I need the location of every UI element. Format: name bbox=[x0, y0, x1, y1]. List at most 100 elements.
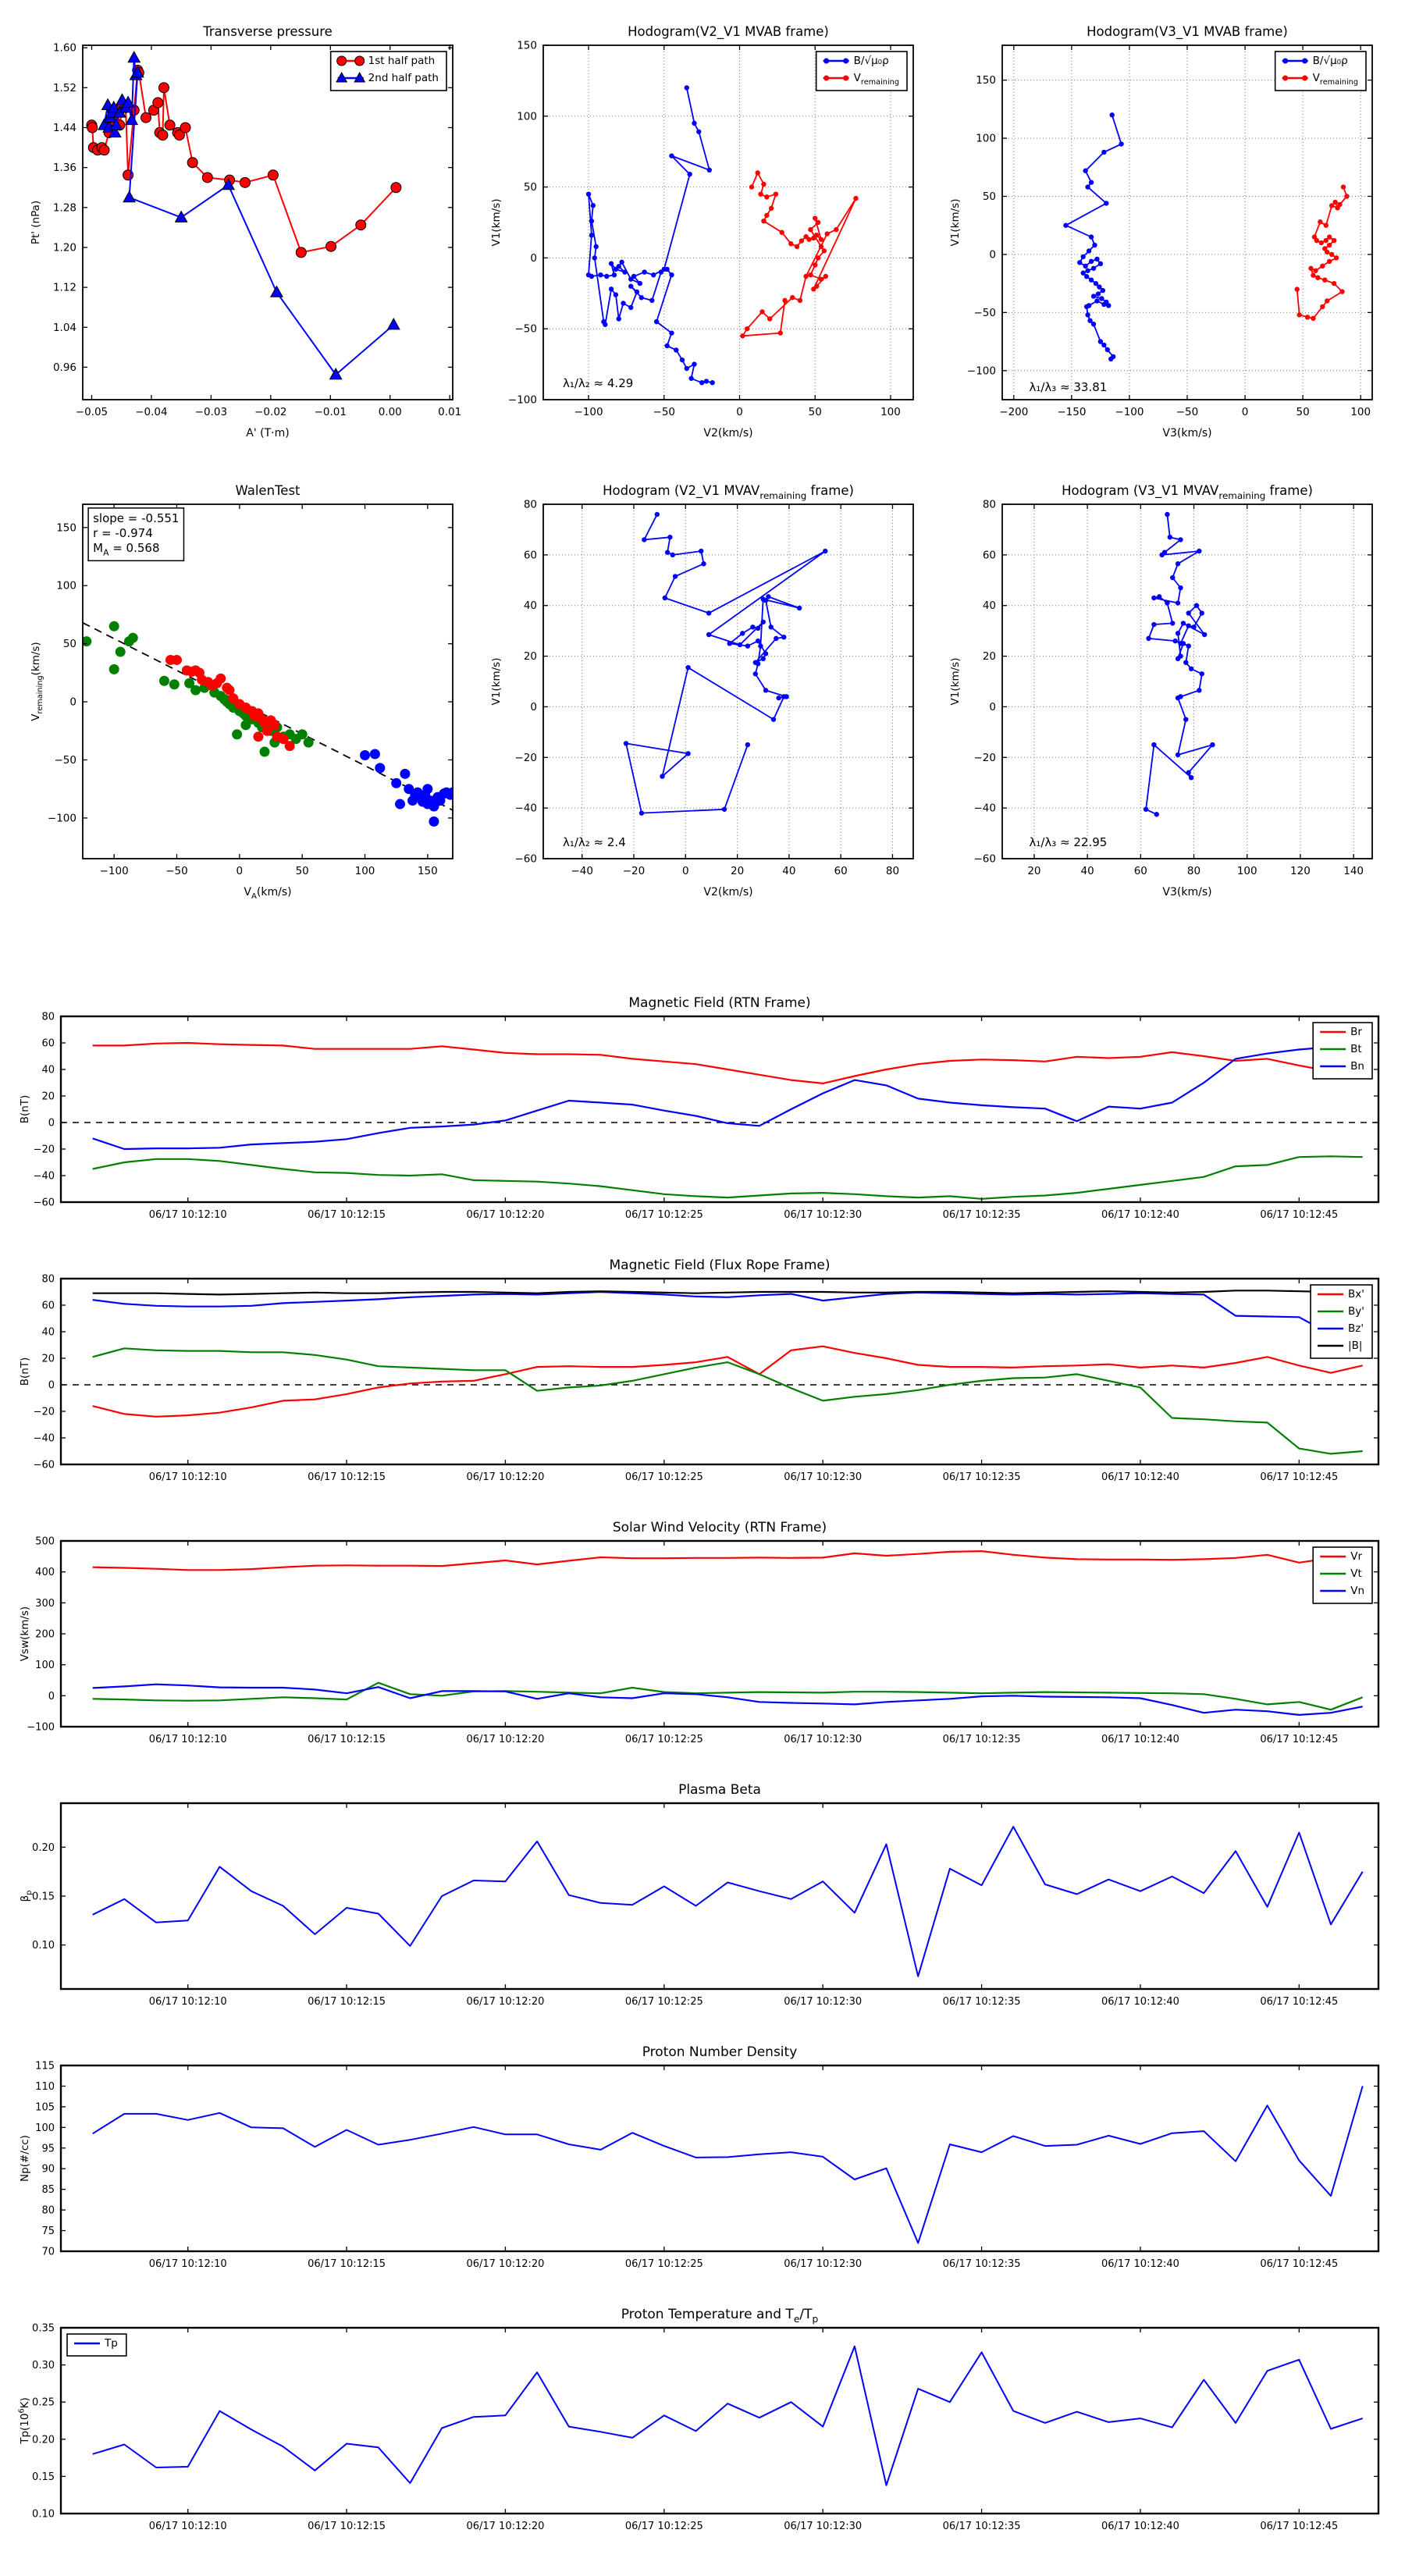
svg-text:06/17 10:12:35: 06/17 10:12:35 bbox=[943, 1996, 1021, 2008]
svg-text:40: 40 bbox=[1081, 865, 1094, 877]
svg-text:1.20: 1.20 bbox=[53, 241, 76, 254]
svg-text:06/17 10:12:40: 06/17 10:12:40 bbox=[1101, 1471, 1179, 1483]
svg-text:Vsw(km/s): Vsw(km/s) bbox=[19, 1606, 31, 1661]
svg-text:100: 100 bbox=[355, 865, 375, 877]
svg-text:140: 140 bbox=[1343, 865, 1364, 877]
svg-text:−50: −50 bbox=[653, 406, 676, 418]
svg-text:VA(km/s): VA(km/s) bbox=[244, 886, 291, 901]
svg-text:20: 20 bbox=[41, 1091, 55, 1103]
svg-text:−100: −100 bbox=[27, 1722, 55, 1734]
svg-text:300: 300 bbox=[35, 1598, 55, 1610]
svg-text:−40: −40 bbox=[571, 865, 593, 877]
svg-text:λ₁/λ₂ ≈ 4.29: λ₁/λ₂ ≈ 4.29 bbox=[563, 376, 633, 390]
chart-magnetic-field-rtn: 06/17 10:12:10 06/17 10:12:15 06/17 10:12:… bbox=[16, 993, 1391, 1236]
svg-text:Transverse pressure: Transverse pressure bbox=[202, 24, 333, 39]
svg-text:100: 100 bbox=[35, 2122, 55, 2134]
svg-text:80: 80 bbox=[1187, 865, 1200, 877]
svg-text:2nd half path: 2nd half path bbox=[368, 72, 439, 84]
svg-text:06/17 10:12:30: 06/17 10:12:30 bbox=[784, 2521, 862, 2532]
svg-text:06/17 10:12:15: 06/17 10:12:15 bbox=[308, 1471, 386, 1483]
chart-proton-number-density: 06/17 10:12:10 06/17 10:12:15 06/17 10:12:… bbox=[16, 2042, 1391, 2286]
svg-text:Np(#/cc): Np(#/cc) bbox=[19, 2135, 31, 2182]
svg-text:−60: −60 bbox=[974, 853, 997, 866]
svg-text:−50: −50 bbox=[165, 865, 188, 877]
svg-text:−200: −200 bbox=[999, 406, 1028, 418]
svg-text:−40: −40 bbox=[974, 802, 997, 815]
svg-text:0: 0 bbox=[736, 406, 743, 418]
svg-text:105: 105 bbox=[35, 2101, 55, 2113]
svg-text:−0.04: −0.04 bbox=[135, 406, 167, 418]
svg-text:06/17 10:12:35: 06/17 10:12:35 bbox=[943, 2258, 1021, 2270]
svg-text:0: 0 bbox=[989, 248, 996, 261]
svg-text:20: 20 bbox=[1027, 865, 1040, 877]
svg-text:V1(km/s): V1(km/s) bbox=[949, 658, 962, 706]
svg-text:−100: −100 bbox=[574, 406, 603, 418]
svg-text:06/17 10:12:30: 06/17 10:12:30 bbox=[784, 1996, 862, 2008]
svg-text:50: 50 bbox=[63, 638, 76, 650]
svg-text:06/17 10:12:15: 06/17 10:12:15 bbox=[308, 1209, 386, 1221]
svg-text:Bt: Bt bbox=[1350, 1043, 1362, 1055]
svg-text:40: 40 bbox=[41, 1065, 55, 1076]
svg-text:0.15: 0.15 bbox=[32, 1891, 55, 1903]
svg-text:50: 50 bbox=[983, 190, 996, 203]
svg-text:20: 20 bbox=[524, 650, 537, 663]
svg-text:Hodogram(V2_V1 MVAB frame): Hodogram(V2_V1 MVAB frame) bbox=[628, 24, 829, 40]
svg-text:0: 0 bbox=[682, 865, 689, 877]
svg-text:95: 95 bbox=[41, 2143, 55, 2154]
svg-text:06/17 10:12:45: 06/17 10:12:45 bbox=[1260, 2521, 1338, 2532]
svg-text:Hodogram(V3_V1 MVAB frame): Hodogram(V3_V1 MVAB frame) bbox=[1087, 24, 1288, 40]
svg-text:1.04: 1.04 bbox=[53, 322, 76, 334]
svg-text:−0.01: −0.01 bbox=[315, 406, 347, 418]
svg-text:0.30: 0.30 bbox=[32, 2360, 55, 2371]
svg-text:B/√μ₀ρ: B/√μ₀ρ bbox=[854, 55, 889, 67]
svg-text:06/17 10:12:25: 06/17 10:12:25 bbox=[625, 1996, 703, 2008]
svg-text:−150: −150 bbox=[1057, 406, 1086, 418]
svg-text:−100: −100 bbox=[967, 365, 996, 377]
svg-text:1.36: 1.36 bbox=[53, 162, 76, 174]
svg-text:06/17 10:12:25: 06/17 10:12:25 bbox=[625, 2521, 703, 2532]
svg-text:06/17 10:12:15: 06/17 10:12:15 bbox=[308, 2258, 386, 2270]
chart-proton-temperature: 06/17 10:12:10 06/17 10:12:15 06/17 10:12:… bbox=[16, 2304, 1391, 2548]
svg-text:400: 400 bbox=[35, 1567, 55, 1578]
svg-text:06/17 10:12:15: 06/17 10:12:15 bbox=[308, 1734, 386, 1745]
svg-text:06/17 10:12:15: 06/17 10:12:15 bbox=[308, 2521, 386, 2532]
svg-text:Tp(106K): Tp(106K) bbox=[17, 2397, 31, 2445]
svg-text:06/17 10:12:15: 06/17 10:12:15 bbox=[308, 1996, 386, 2008]
svg-text:110: 110 bbox=[35, 2081, 55, 2093]
svg-text:Proton Temperature and Te/Tp: Proton Temperature and Te/Tp bbox=[621, 2307, 819, 2325]
chart-transverse-pressure: −0.05 −0.04 −0.03 −0.02 −0.01 0.00 0.01 0.96 1.0… bbox=[17, 9, 464, 456]
svg-text:Vn: Vn bbox=[1350, 1585, 1364, 1597]
svg-text:06/17 10:12:30: 06/17 10:12:30 bbox=[784, 1734, 862, 1745]
svg-text:−0.03: −0.03 bbox=[195, 406, 227, 418]
svg-text:06/17 10:12:45: 06/17 10:12:45 bbox=[1260, 1734, 1338, 1745]
svg-text:−50: −50 bbox=[55, 754, 77, 767]
chart-hodogram-v3v1-mvav: 20 40 60 80 100 120 140 −60 −40 −20 0 20 40 60 80 Hodog… bbox=[937, 468, 1383, 915]
svg-text:06/17 10:12:30: 06/17 10:12:30 bbox=[784, 1209, 862, 1221]
svg-text:80: 80 bbox=[886, 865, 899, 877]
svg-text:−20: −20 bbox=[515, 752, 538, 764]
svg-text:0: 0 bbox=[530, 252, 537, 265]
svg-text:60: 60 bbox=[41, 1038, 55, 1050]
svg-text:1.12: 1.12 bbox=[53, 282, 76, 294]
svg-text:06/17 10:12:30: 06/17 10:12:30 bbox=[784, 1471, 862, 1483]
svg-text:Vt: Vt bbox=[1350, 1567, 1362, 1580]
svg-text:80: 80 bbox=[524, 499, 537, 511]
svg-text:|B|: |B| bbox=[1348, 1340, 1362, 1352]
svg-text:Plasma Beta: Plasma Beta bbox=[678, 1782, 761, 1798]
svg-text:0.15: 0.15 bbox=[32, 2471, 55, 2483]
svg-text:06/17 10:12:10: 06/17 10:12:10 bbox=[149, 2258, 227, 2270]
svg-text:−100: −100 bbox=[48, 812, 76, 824]
svg-text:−100: −100 bbox=[1115, 406, 1144, 418]
svg-text:1.44: 1.44 bbox=[53, 122, 76, 134]
svg-text:100: 100 bbox=[1237, 865, 1257, 877]
svg-text:V1(km/s): V1(km/s) bbox=[490, 199, 503, 247]
svg-text:06/17 10:12:35: 06/17 10:12:35 bbox=[943, 1471, 1021, 1483]
svg-text:85: 85 bbox=[41, 2184, 55, 2196]
svg-text:−20: −20 bbox=[623, 865, 646, 877]
svg-text:06/17 10:12:35: 06/17 10:12:35 bbox=[943, 1734, 1021, 1745]
chart-magnetic-field-flux-rope: 06/17 10:12:10 06/17 10:12:15 06/17 10:12:… bbox=[16, 1255, 1391, 1499]
chart-hodogram-v3v1-mvab: −200 −150 −100 −50 0 50 100 −100 −50 0 50 100 150 Hod… bbox=[937, 9, 1383, 456]
svg-text:40: 40 bbox=[782, 865, 795, 877]
svg-text:0.20: 0.20 bbox=[32, 2434, 55, 2446]
svg-text:−40: −40 bbox=[34, 1433, 55, 1445]
